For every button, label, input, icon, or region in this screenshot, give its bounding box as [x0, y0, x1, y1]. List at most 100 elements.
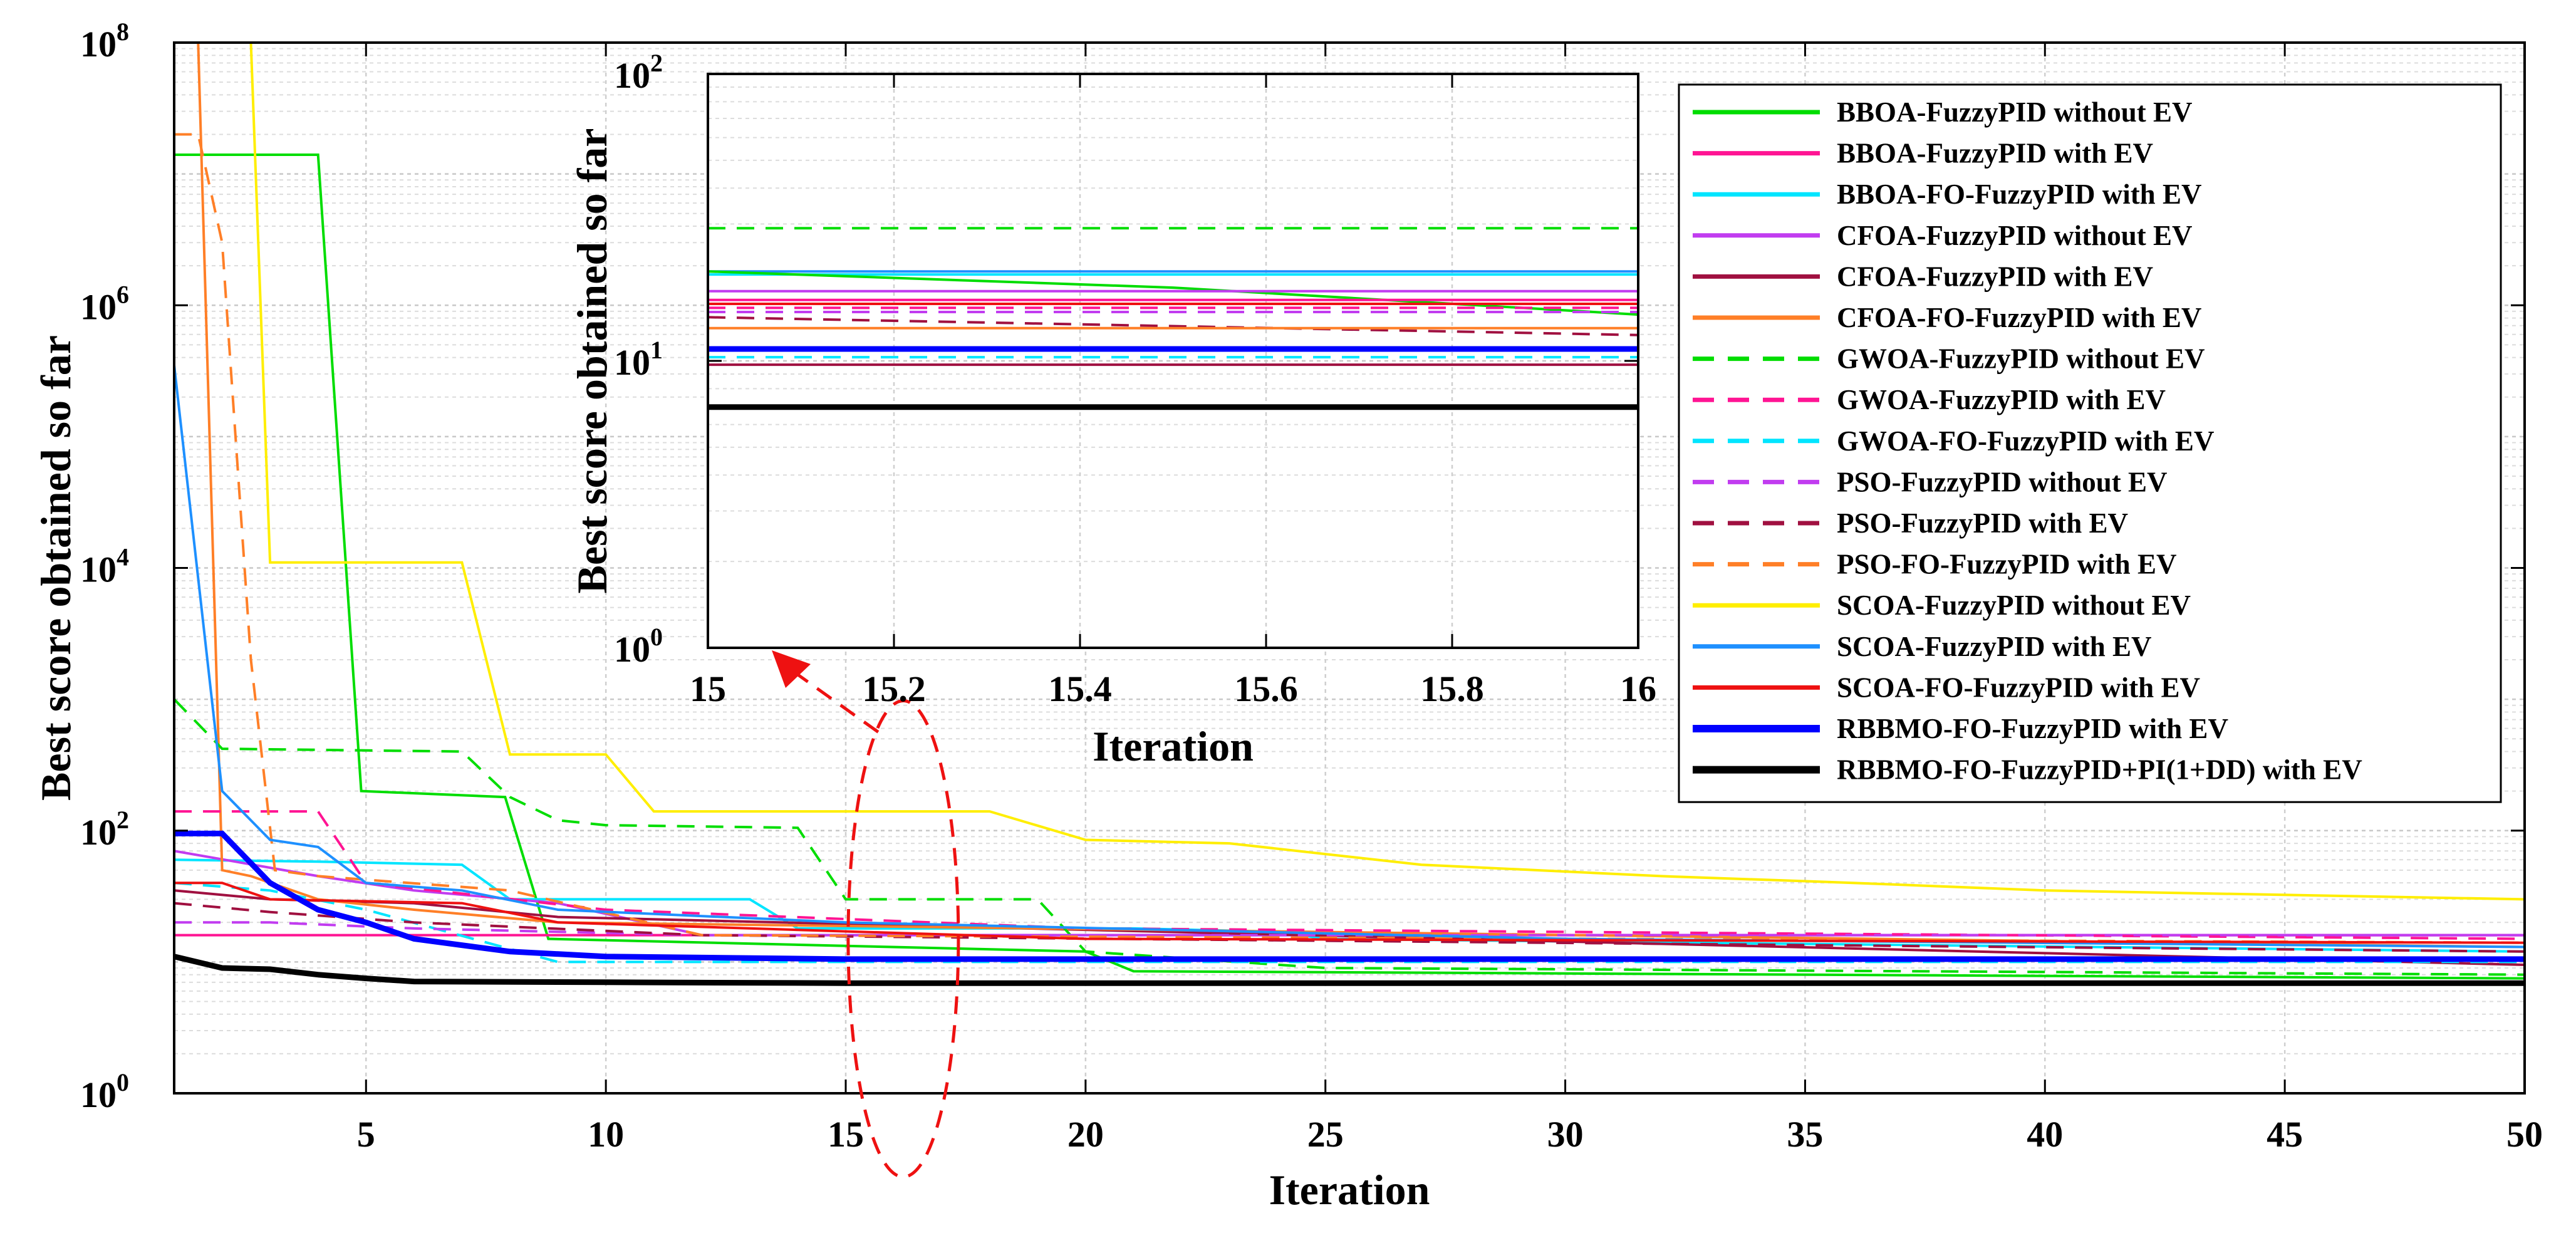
main-series-group [174, 43, 2525, 986]
legend-label: GWOA-FO-FuzzyPID with EV [1837, 425, 2214, 457]
main-series-line-13 [198, 43, 2525, 901]
legend-label: CFOA-FuzzyPID with EV [1837, 261, 2153, 292]
y-tick-label: 102 [614, 49, 663, 96]
x-tick-label: 50 [2506, 1114, 2543, 1155]
legend-label: GWOA-FuzzyPID without EV [1837, 343, 2205, 375]
main-ticks [174, 41, 2526, 1095]
legend-label: PSO-FuzzyPID without EV [1837, 466, 2168, 497]
x-tick-label: 15.6 [1234, 668, 1298, 709]
legend-label: RBBMO-FO-FuzzyPID+PI(1+DD) with EV [1837, 754, 2362, 786]
legend-entry: PSO-FO-FuzzyPID with EV [1693, 549, 2176, 580]
inset-y-axis-label: Best score obtained so far [568, 128, 616, 594]
legend-label: CFOA-FuzzyPID without EV [1837, 220, 2192, 251]
inset-series-line-4 [708, 270, 1638, 316]
legend-entry: BBOA-FuzzyPID with EV [1693, 138, 2153, 169]
legend-label: CFOA-FO-FuzzyPID with EV [1837, 302, 2201, 333]
x-tick-label: 10 [588, 1114, 624, 1155]
legend-label: SCOA-FO-FuzzyPID with EV [1837, 672, 2200, 703]
legend-entry: PSO-FuzzyPID with EV [1693, 507, 2128, 539]
legend-label: PSO-FO-FuzzyPID with EV [1837, 549, 2176, 580]
legend-label: SCOA-FuzzyPID without EV [1837, 590, 2191, 621]
y-tick-label: 100 [614, 623, 663, 670]
main-y-axis-label: Best score obtained so far [32, 335, 80, 801]
y-tick-exponent: 4 [117, 543, 129, 571]
y-tick-base: 10 [614, 629, 650, 670]
legend-entry: RBBMO-FO-FuzzyPID with EV [1693, 713, 2228, 744]
legend-entry: GWOA-FuzzyPID with EV [1693, 384, 2166, 415]
main-series-line-16 [174, 830, 2525, 962]
main-series-line-12 [174, 133, 2525, 944]
legend-label: BBOA-FuzzyPID with EV [1837, 138, 2153, 169]
x-tick-label: 15 [828, 1114, 864, 1155]
y-tick-base: 10 [614, 55, 650, 96]
legend-label: BBOA-FO-FuzzyPID with EV [1837, 179, 2201, 210]
x-tick-label: 40 [2027, 1114, 2063, 1155]
y-tick-exponent: 6 [117, 280, 129, 308]
y-tick-base: 10 [80, 549, 117, 590]
y-tick-base: 10 [614, 342, 650, 383]
main-series-line-14 [174, 365, 2525, 949]
y-tick-label: 102 [80, 806, 129, 853]
y-tick-exponent: 2 [117, 806, 129, 834]
legend: BBOA-FuzzyPID without EV BBOA-FuzzyPID wi… [1678, 83, 2502, 803]
x-tick-label: 15.4 [1048, 668, 1112, 709]
legend-entry: CFOA-FuzzyPID with EV [1693, 261, 2153, 292]
x-tick-label: 25 [1307, 1114, 1344, 1155]
legend-label: GWOA-FuzzyPID with EV [1837, 384, 2166, 415]
y-tick-base: 10 [80, 286, 117, 327]
y-tick-exponent: 1 [650, 336, 663, 364]
main-series-line-10 [174, 921, 2525, 937]
main-series-line-7 [174, 698, 2525, 976]
legend-entry: CFOA-FO-FuzzyPID with EV [1693, 302, 2201, 333]
legend-entry: PSO-FuzzyPID without EV [1693, 466, 2168, 497]
inset-series-line-10 [708, 316, 1638, 336]
legend-entry: GWOA-FO-FuzzyPID with EV [1693, 425, 2214, 457]
zoom-annotation [772, 650, 960, 1178]
y-tick-label: 100 [80, 1068, 129, 1115]
main-series-line-1 [174, 153, 2525, 980]
inset-series-group [708, 227, 1638, 410]
legend-label: BBOA-FuzzyPID without EV [1837, 96, 2193, 128]
x-tick-label: 15.2 [862, 668, 926, 709]
x-tick-label: 20 [1067, 1114, 1104, 1155]
y-tick-exponent: 8 [117, 18, 129, 46]
legend-entry: GWOA-FuzzyPID without EV [1693, 343, 2205, 375]
main-x-axis-label: Iteration [1269, 1166, 1430, 1214]
x-tick-label: 45 [2267, 1114, 2303, 1155]
y-tick-label: 104 [80, 543, 129, 590]
y-tick-exponent: 0 [117, 1068, 129, 1096]
legend-entry: SCOA-FO-FuzzyPID with EV [1693, 672, 2200, 703]
y-tick-exponent: 0 [650, 623, 663, 651]
y-tick-base: 10 [80, 24, 117, 65]
legend-entry: BBOA-FuzzyPID without EV [1693, 96, 2193, 128]
y-tick-exponent: 2 [650, 49, 663, 77]
y-tick-label: 101 [614, 336, 663, 383]
legend-label: RBBMO-FO-FuzzyPID with EV [1837, 713, 2228, 744]
legend-label: PSO-FuzzyPID with EV [1837, 507, 2128, 539]
legend-entry: SCOA-FuzzyPID without EV [1693, 590, 2191, 621]
legend-label: SCOA-FuzzyPID with EV [1837, 631, 2152, 662]
x-tick-label: 16 [1620, 668, 1656, 709]
main-series-line-15 [174, 882, 2525, 944]
x-tick-label: 15 [690, 668, 726, 709]
annotation-ellipse [846, 699, 960, 1178]
main-series-line-17 [174, 954, 2525, 986]
inset-x-axis-label: Iteration [1093, 722, 1254, 770]
y-tick-base: 10 [80, 1074, 117, 1115]
legend-entry: BBOA-FO-FuzzyPID with EV [1693, 179, 2201, 210]
legend-entry: RBBMO-FO-FuzzyPID+PI(1+DD) with EV [1693, 754, 2362, 786]
x-tick-label: 30 [1547, 1114, 1584, 1155]
x-tick-label: 15.8 [1420, 668, 1484, 709]
legend-entry: CFOA-FuzzyPID without EV [1693, 220, 2192, 251]
legend-box [1678, 83, 2502, 803]
legend-entry: SCOA-FuzzyPID with EV [1693, 631, 2152, 662]
annotation-arrow-head [772, 650, 811, 688]
y-tick-label: 106 [80, 280, 129, 327]
y-tick-base: 10 [80, 812, 117, 853]
x-tick-label: 5 [357, 1114, 375, 1155]
annotation-arrow-line [782, 662, 880, 734]
x-tick-label: 35 [1787, 1114, 1823, 1155]
